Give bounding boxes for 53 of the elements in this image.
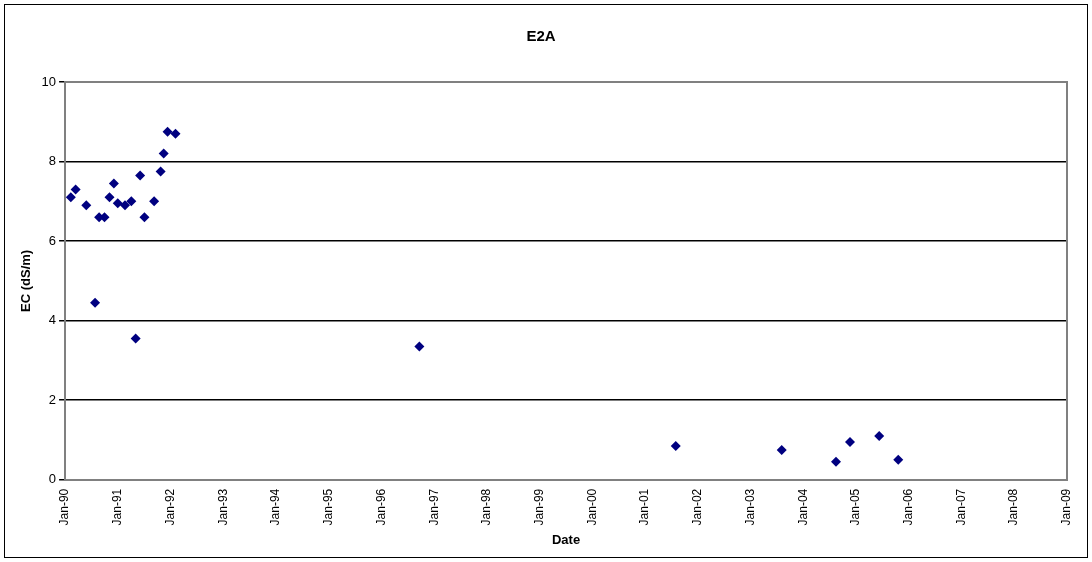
point <box>81 200 92 211</box>
point <box>139 212 150 223</box>
y-tick-label: 6 <box>48 232 57 248</box>
point <box>65 192 76 203</box>
point <box>104 192 115 203</box>
y-tick-label: 2 <box>48 391 57 407</box>
point <box>893 454 904 465</box>
x-tick-label: Jan-97 <box>426 488 441 526</box>
point <box>119 200 130 211</box>
point <box>126 196 137 207</box>
x-tick-label: Jan-00 <box>584 488 599 526</box>
point <box>90 297 101 308</box>
x-tick-label: Jan-06 <box>901 488 916 526</box>
point <box>112 198 123 209</box>
point <box>776 444 787 455</box>
point <box>831 456 842 467</box>
x-tick-label: Jan-02 <box>690 488 705 526</box>
x-tick-label: Jan-09 <box>1059 488 1074 526</box>
x-tick-label: Jan-96 <box>373 488 388 526</box>
point <box>874 430 885 441</box>
x-tick-label: Jan-95 <box>321 488 335 526</box>
x-tick-label: Jan-07 <box>953 488 968 526</box>
x-tick-label: Jan-92 <box>162 488 177 526</box>
x-tick-label: Jan-93 <box>215 488 230 526</box>
x-tick-label: Jan-01 <box>637 488 652 526</box>
point <box>414 341 425 352</box>
x-tick-label: Jan-05 <box>848 488 863 526</box>
point <box>130 333 141 344</box>
x-tick-label: Jan-94 <box>268 488 283 526</box>
point <box>155 166 166 177</box>
y-tick-label: 0 <box>48 471 57 487</box>
point <box>670 440 681 451</box>
point <box>170 128 181 139</box>
point <box>70 184 81 195</box>
point <box>158 148 169 159</box>
x-tick-label: Jan-90 <box>57 488 72 526</box>
point <box>108 178 119 189</box>
x-tick-label: Jan-03 <box>742 488 757 526</box>
y-tick-label: 10 <box>41 73 57 89</box>
x-tick-label: Jan-99 <box>531 488 546 526</box>
chart-title: E2A <box>526 27 556 45</box>
x-tick-label: Jan-08 <box>1006 488 1021 526</box>
point <box>162 126 173 137</box>
point <box>845 436 856 447</box>
y-axis-title: EC (dS/m) <box>18 249 34 312</box>
x-tick-label: Jan-04 <box>795 488 810 526</box>
y-tick-label: 8 <box>48 153 57 169</box>
x-tick-label: Jan-91 <box>110 488 125 526</box>
point <box>135 170 146 181</box>
point <box>149 196 160 207</box>
x-axis-title: Date <box>551 531 581 547</box>
y-tick-label: 4 <box>48 312 57 328</box>
x-tick-label: Jan-98 <box>479 488 494 526</box>
